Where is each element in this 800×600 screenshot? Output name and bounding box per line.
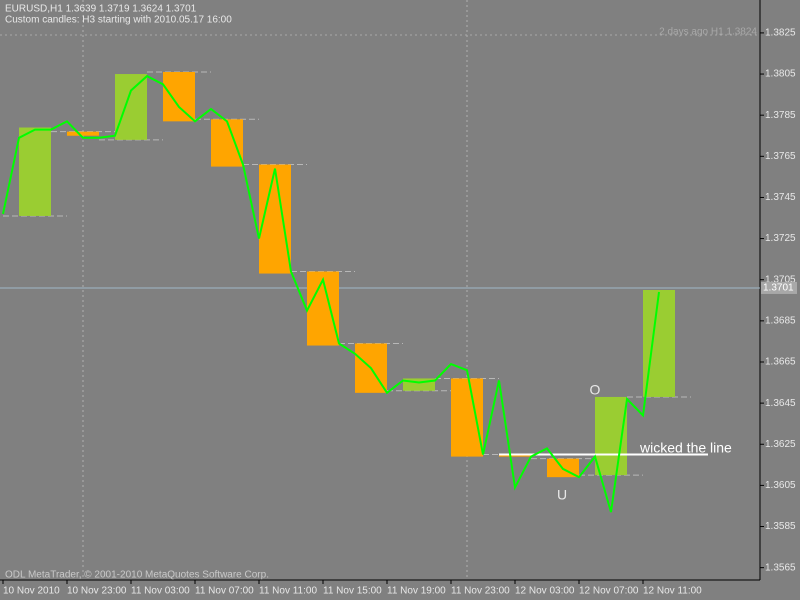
- y-tick-label: 1.3745: [765, 192, 796, 203]
- x-tick-label: 10 Nov 23:00: [67, 586, 127, 597]
- candle-body: [211, 119, 243, 167]
- chart-title: EURUSD,H1 1.3639 1.3719 1.3624 1.3701: [5, 4, 197, 15]
- annotation: U: [557, 487, 567, 503]
- y-tick-label: 1.3665: [765, 357, 796, 368]
- x-tick-label: 12 Nov 11:00: [643, 586, 702, 597]
- y-tick-label: 1.3705: [765, 274, 796, 285]
- chart-subtitle: Custom candles: H3 starting with 2010.05…: [5, 15, 232, 26]
- marks: [0, 34, 760, 513]
- x-tick-label: 11 Nov 15:00: [323, 586, 382, 597]
- candle-body: [499, 454, 531, 457]
- candle-body: [67, 131, 99, 136]
- candle-body: [451, 378, 483, 457]
- x-tick-label: 12 Nov 07:00: [579, 586, 639, 597]
- x-tick-label: 11 Nov 23:00: [451, 586, 510, 597]
- x-tick-label: 11 Nov 11:00: [259, 586, 317, 597]
- x-tick-label: 11 Nov 19:00: [387, 586, 446, 597]
- price-box: [761, 281, 797, 294]
- y-tick-label: 1.3585: [765, 521, 796, 532]
- corner-label: 2 days ago H1 1.3824: [659, 27, 757, 38]
- candle-body: [163, 71, 195, 122]
- y-tick-label: 1.3565: [765, 562, 796, 573]
- candle-body: [115, 74, 147, 140]
- y-tick-label: 1.3825: [765, 28, 796, 39]
- annotation: wicked the line: [639, 440, 732, 456]
- annotation: O: [590, 382, 601, 398]
- x-tick-label: 12 Nov 03:00: [515, 586, 575, 597]
- current-price-label: 1.3701: [763, 283, 794, 294]
- y-tick-label: 1.3725: [765, 233, 796, 244]
- y-tick-label: 1.3645: [765, 398, 796, 409]
- x-tick-label: 10 Nov 2010: [3, 586, 60, 597]
- candle-body: [307, 271, 339, 346]
- x-tick-label: 11 Nov 03:00: [131, 586, 190, 597]
- y-tick-label: 1.3625: [765, 439, 796, 450]
- y-tick-label: 1.3785: [765, 110, 796, 121]
- y-tick-label: 1.3605: [765, 480, 796, 491]
- candle-body: [19, 127, 51, 216]
- y-tick-label: 1.3765: [765, 151, 796, 162]
- x-tick-label: 11 Nov 07:00: [195, 586, 254, 597]
- close-line: [2, 74, 660, 513]
- footer: ODL MetaTrader, © 2001-2010 MetaQuotes S…: [5, 570, 269, 581]
- y-tick-label: 1.3805: [765, 69, 796, 80]
- y-tick-label: 1.3685: [765, 315, 796, 326]
